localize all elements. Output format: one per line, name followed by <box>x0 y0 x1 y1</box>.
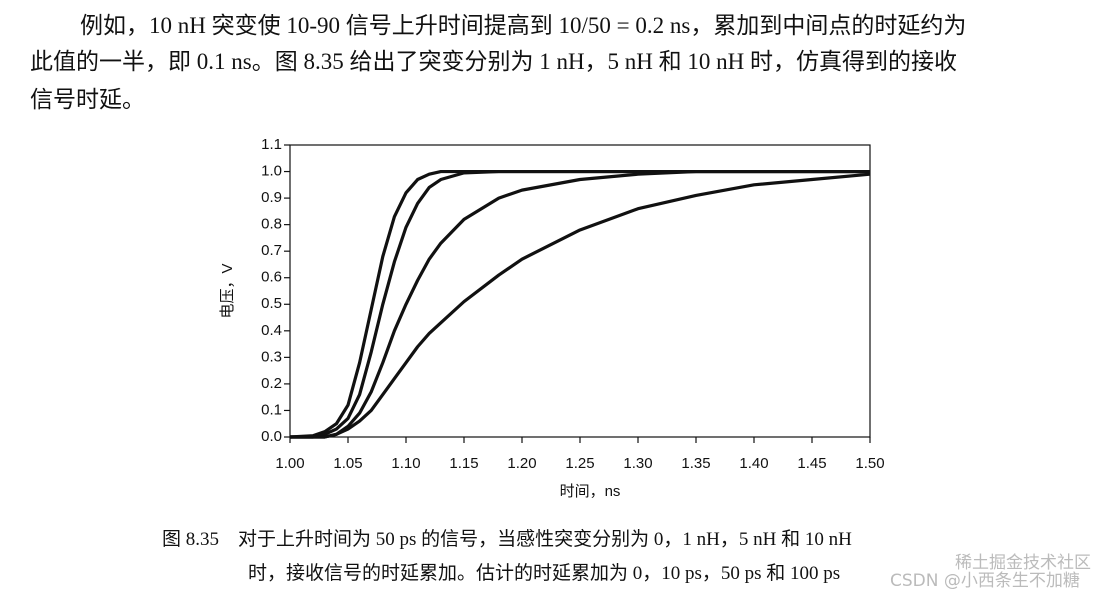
y-axis-label: 电压，V <box>219 263 236 318</box>
x-tick-label: 1.05 <box>333 455 362 472</box>
y-tick-label: 1.0 <box>261 163 282 180</box>
x-tick-label: 1.30 <box>623 455 652 472</box>
y-tick-label: 0.9 <box>261 189 282 206</box>
watermark: 稀土掘金技术社区 <box>955 553 1091 573</box>
y-tick-label: 1.1 <box>261 136 282 153</box>
x-axis-label: 时间，ns <box>560 483 621 500</box>
y-tick-label: 0.6 <box>261 269 282 286</box>
y-tick-label: 0.2 <box>261 375 282 392</box>
y-tick-label: 0.3 <box>261 348 282 365</box>
x-tick-label: 1.40 <box>739 455 768 472</box>
series-line <box>289 169 870 439</box>
paragraph-line: 此值的一半，即 0.1 ns。图 8.35 给出了突变分别为 1 nH，5 nH… <box>30 49 958 74</box>
x-tick-label: 1.45 <box>797 455 826 472</box>
caption-line: 时，接收信号的时延累加。估计的时延累加为 0，10 ps，50 ps 和 100… <box>248 563 841 584</box>
x-tick-label: 1.35 <box>681 455 710 472</box>
paragraph-line: 信号时延。 <box>30 87 145 112</box>
x-tick-label: 1.10 <box>391 455 420 472</box>
x-tick-label: 1.25 <box>565 455 594 472</box>
series-line <box>290 169 870 439</box>
x-tick-label: 1.20 <box>507 455 536 472</box>
caption-line: 图 8.35 对于上升时间为 50 ps 的信号，当感性突变分别为 0，1 nH… <box>162 529 852 550</box>
y-tick-label: 0.5 <box>261 295 282 312</box>
series-line <box>290 172 871 439</box>
x-tick-label: 1.00 <box>275 455 304 472</box>
y-tick-label: 0.4 <box>261 322 282 339</box>
paragraph-line: 例如，10 nH 突变使 10-90 信号上升时间提高到 10/50 = 0.2… <box>80 13 967 38</box>
x-tick-label: 1.50 <box>855 455 884 472</box>
y-tick-label: 0.8 <box>261 216 282 233</box>
y-tick-label: 0.1 <box>261 401 282 418</box>
watermark: CSDN @小西条生不加糖 <box>890 571 1080 591</box>
series-line <box>290 169 870 439</box>
y-tick-label: 0.0 <box>261 428 282 445</box>
plot-frame <box>289 144 871 438</box>
y-tick-label: 0.7 <box>261 242 282 259</box>
x-tick-label: 1.15 <box>449 455 478 472</box>
